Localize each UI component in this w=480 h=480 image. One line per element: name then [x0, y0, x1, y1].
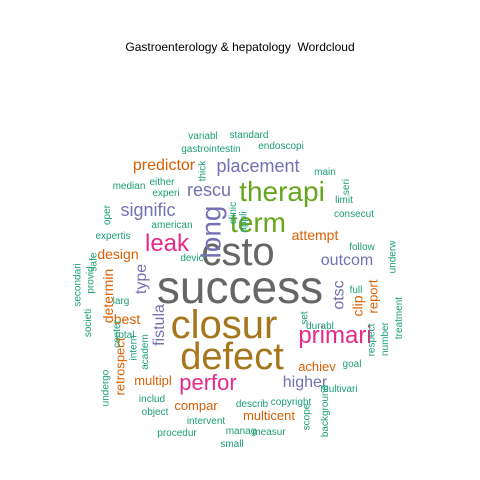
word-intervent: intervent	[186, 416, 226, 427]
word-goal: goal	[342, 359, 362, 370]
word-appli: appli	[238, 211, 250, 233]
word-csto: csto	[201, 230, 275, 274]
word-otsc: otsc	[331, 280, 348, 310]
word-measur: measur	[252, 427, 286, 438]
word-expertis: expertis	[95, 231, 131, 242]
word-safe: safe	[88, 252, 99, 272]
word-treatment: treatment	[394, 296, 405, 340]
word-object: object	[141, 407, 169, 418]
word-outcom: outcom	[320, 252, 374, 269]
word-undergo: undergo	[99, 369, 111, 407]
word-larg: larg	[112, 296, 130, 307]
word-durabl: durabl	[306, 321, 334, 332]
word-compar: compar	[174, 397, 218, 413]
word-report: report	[365, 279, 381, 313]
word-clinic: clinic	[227, 201, 239, 225]
word-secondari: secondari	[72, 263, 84, 307]
word-attempt: attempt	[291, 227, 339, 243]
word-multicent: multicent	[242, 407, 296, 423]
word-describ: describ	[235, 399, 269, 410]
word-devic: devic	[180, 253, 204, 264]
word-success: success	[156, 261, 324, 313]
word-procedur: procedur	[157, 428, 197, 439]
word-fistula: fistula	[150, 304, 168, 346]
word-design: design	[97, 246, 139, 262]
wordcloud-title: Gastroenterology & hepatology Wordcloud	[125, 40, 355, 54]
word-long: long	[195, 205, 226, 259]
word-higher: higher	[282, 374, 328, 391]
word-variabl: variabl	[188, 131, 218, 142]
word-oper: oper	[101, 204, 113, 226]
word-therapi: therapi	[239, 176, 325, 207]
word-full: full	[349, 285, 363, 296]
word-societi: societi	[82, 308, 94, 338]
word-leak: leak	[144, 230, 190, 257]
word-thick: thick	[197, 160, 208, 182]
word-total: total	[115, 330, 135, 341]
word-consecut: consecut	[333, 209, 375, 220]
word-follow: follow	[349, 242, 375, 253]
word-achiev: achiev	[298, 358, 336, 374]
word-academ: academ	[139, 334, 151, 370]
word-multipl: multipl	[134, 372, 172, 388]
word-placement: placement	[216, 156, 300, 176]
word-defect: defect	[180, 336, 284, 378]
word-small: small	[220, 439, 244, 450]
word-term: term	[230, 207, 286, 238]
word-rescu: rescu	[186, 180, 231, 200]
word-signific: signific	[120, 200, 176, 220]
word-type: type	[133, 263, 150, 295]
word-multivari: multivari	[320, 384, 358, 395]
word-best: best	[113, 311, 141, 327]
word-includ: includ	[138, 394, 166, 405]
word-intern: intern	[128, 335, 140, 361]
word-limit: limit	[335, 195, 353, 206]
word-underw: underw	[387, 240, 398, 274]
word-background: background	[319, 384, 331, 438]
word-standard: standard	[229, 130, 269, 141]
word-american: american	[151, 220, 193, 231]
word-endoscopi: endoscopi	[258, 141, 304, 152]
word-scope: scope	[301, 403, 312, 431]
word-manag: manag	[225, 426, 257, 437]
word-respect: respect	[365, 323, 377, 357]
word-number: number	[380, 322, 391, 356]
word-median: median	[112, 181, 146, 192]
word-main: main	[314, 167, 336, 178]
word-either: either	[149, 177, 175, 188]
word-copyright: copyright	[270, 397, 312, 408]
word-experi: experi	[152, 188, 180, 199]
word-seri: seri	[341, 178, 352, 196]
word-closur: closur	[170, 303, 278, 347]
word-predictor: predictor	[132, 157, 196, 174]
word-primari: primari	[298, 322, 372, 349]
word-gastrointestin: gastrointestin	[181, 144, 241, 155]
word-clip: clip	[349, 295, 366, 317]
word-perfor: perfor	[179, 370, 237, 395]
